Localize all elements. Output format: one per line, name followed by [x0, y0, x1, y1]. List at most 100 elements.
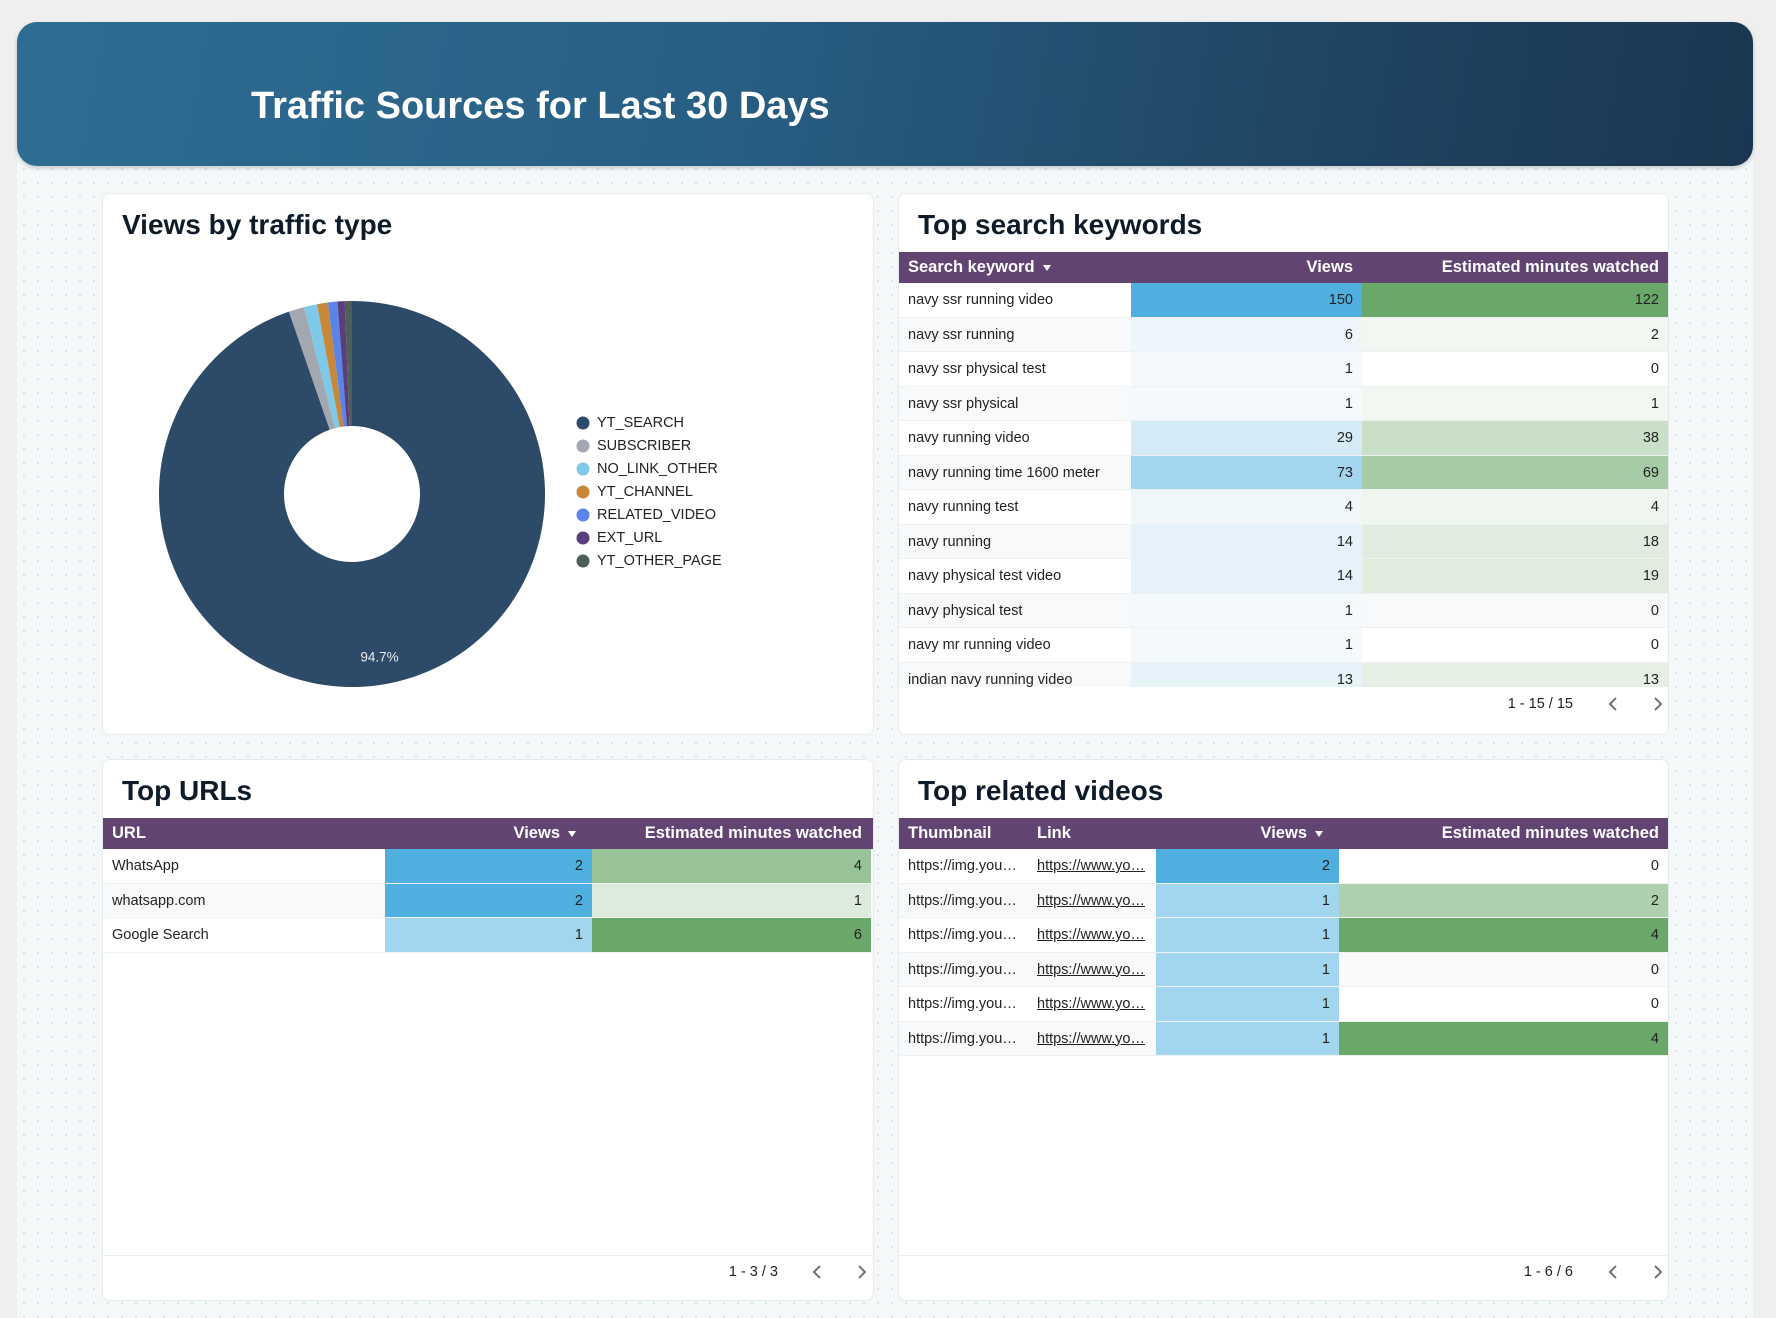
column-header[interactable]: Estimated minutes watched [592, 818, 871, 849]
legend-swatch [576, 531, 590, 545]
panel-title: Top search keywords [918, 209, 1203, 240]
column-header[interactable]: Estimated minutes watched [1339, 818, 1668, 849]
legend-label: EXT_URL [597, 530, 662, 546]
text-cell: https://www.yo… [1028, 952, 1156, 987]
numeric-cell: 73 [1131, 455, 1362, 490]
chevron-icon [1608, 697, 1617, 711]
text-cell: https://www.yo… [1028, 987, 1156, 1022]
legend-label: YT_OTHER_PAGE [597, 553, 722, 569]
chevron-icon [812, 1265, 821, 1279]
pagination-label: 1 - 6 / 6 [1523, 1264, 1573, 1280]
column-header[interactable]: URL [103, 818, 385, 849]
numeric-cell: 6 [1131, 317, 1362, 352]
header-label: Thumbnail [908, 824, 992, 842]
chevron-icon [858, 1265, 867, 1279]
header-label: URL [112, 824, 146, 842]
legend-label: RELATED_VIDEO [597, 507, 716, 523]
header-label: Views [513, 824, 560, 842]
video-link[interactable]: https://www.yo… [1037, 961, 1145, 978]
urls-panel: Top URLs URL Views Estimated minutes watch… [102, 759, 874, 1301]
numeric-cell: 0 [1362, 628, 1668, 663]
numeric-cell: 4 [1362, 490, 1668, 525]
column-header[interactable]: Views [385, 818, 592, 849]
header-label: Search keyword [908, 258, 1035, 276]
video-link[interactable]: https://www.yo… [1037, 858, 1145, 874]
header-label: Views [1260, 824, 1307, 842]
legend-swatch [576, 554, 590, 568]
header-label: Estimated minutes watched [644, 824, 862, 842]
pie-chart: 94.7% YT_SEARCH SUBSCRIBER NO_LINK_OTHER YT_… [158, 301, 722, 687]
numeric-cell: 1 [1131, 593, 1362, 628]
header-banner: Traffic Sources for Last 30 Days [17, 22, 1753, 166]
video-link[interactable]: https://www.yo… [1037, 1030, 1145, 1047]
chevron-icon [1654, 1265, 1663, 1279]
numeric-cell: 1 [385, 918, 592, 953]
pie-slice [337, 301, 350, 427]
pie-slice [344, 301, 352, 427]
footer-separator [103, 1255, 873, 1256]
text-cell: https://img.you… [899, 952, 1028, 987]
pie-slice [317, 302, 344, 428]
prev-page-button[interactable] [1606, 1262, 1622, 1282]
header-label: Estimated minutes watched [1441, 258, 1659, 276]
column-header[interactable]: Search keyword [899, 252, 1131, 283]
page-title: Traffic Sources for Last 30 Days [251, 85, 830, 127]
next-page-button[interactable] [1649, 694, 1665, 714]
video-link[interactable]: https://www.yo… [1037, 927, 1145, 943]
numeric-cell: 69 [1362, 455, 1668, 490]
numeric-cell: 1 [1362, 386, 1668, 421]
legend-label: SUBSCRIBER [597, 438, 691, 454]
sort-arrow [1042, 264, 1051, 271]
numeric-cell: 0 [1339, 952, 1668, 987]
legend-swatch [576, 462, 590, 476]
text-cell: https://www.yo… [1028, 849, 1156, 884]
numeric-cell: 150 [1131, 283, 1362, 318]
text-cell: navy running [899, 524, 1131, 559]
numeric-cell: 2 [1156, 849, 1339, 884]
video-link[interactable]: https://www.yo… [1037, 892, 1145, 909]
numeric-cell: 1 [1156, 883, 1339, 918]
video-link[interactable]: https://www.yo… [1037, 996, 1145, 1012]
column-header[interactable]: Thumbnail [899, 818, 1028, 849]
table-header: URL Views Estimated minutes watched [103, 818, 873, 849]
next-page-button[interactable] [1649, 1262, 1665, 1282]
prev-page-button[interactable] [810, 1262, 826, 1282]
pie-slice [304, 304, 340, 429]
column-header[interactable]: Link [1028, 818, 1156, 849]
column-header[interactable]: Views [1156, 818, 1339, 849]
pie-slice [327, 301, 347, 427]
text-cell: https://img.you… [899, 987, 1028, 1022]
numeric-cell: 18 [1362, 524, 1668, 559]
numeric-cell: 4 [1339, 918, 1668, 953]
related-panel: Top related videos Thumbnail Link Views Est… [898, 759, 1669, 1301]
numeric-cell: 14 [1131, 524, 1362, 559]
numeric-cell: 1 [1156, 918, 1339, 953]
column-header[interactable]: Estimated minutes watched [1362, 252, 1668, 283]
header-label: Estimated minutes watched [1441, 824, 1659, 842]
prev-page-button[interactable] [1606, 694, 1622, 714]
numeric-cell: 38 [1362, 421, 1668, 456]
keywords-panel: Top search keywords Search keyword Views E… [898, 193, 1669, 735]
table-header: Search keyword Views Estimated minutes wat… [899, 252, 1668, 283]
next-page-button[interactable] [853, 1262, 869, 1282]
header-label: Views [1306, 258, 1353, 276]
table-body: WhatsApp 2 4 whatsapp.com 2 1 Google Search 1 6 [103, 849, 873, 1255]
column-header[interactable]: Views [1131, 252, 1362, 283]
legend-label: YT_CHANNEL [597, 484, 693, 500]
pie-slice [158, 301, 545, 687]
numeric-cell: 13 [1362, 662, 1668, 687]
legend-swatch [576, 485, 590, 499]
numeric-cell: 1 [1156, 952, 1339, 987]
text-cell: Google Search [103, 918, 385, 953]
panel-title: Top URLs [122, 775, 253, 806]
text-cell: navy ssr physical [899, 386, 1131, 421]
footer-separator [899, 1255, 1668, 1256]
text-cell: https://www.yo… [1028, 918, 1156, 953]
numeric-cell: 4 [592, 849, 871, 884]
text-cell: navy running test [899, 490, 1131, 525]
numeric-cell: 2 [385, 849, 592, 884]
legend-label: YT_SEARCH [597, 415, 684, 431]
panel-title: Views by traffic type [122, 209, 393, 240]
numeric-cell: 14 [1131, 559, 1362, 594]
